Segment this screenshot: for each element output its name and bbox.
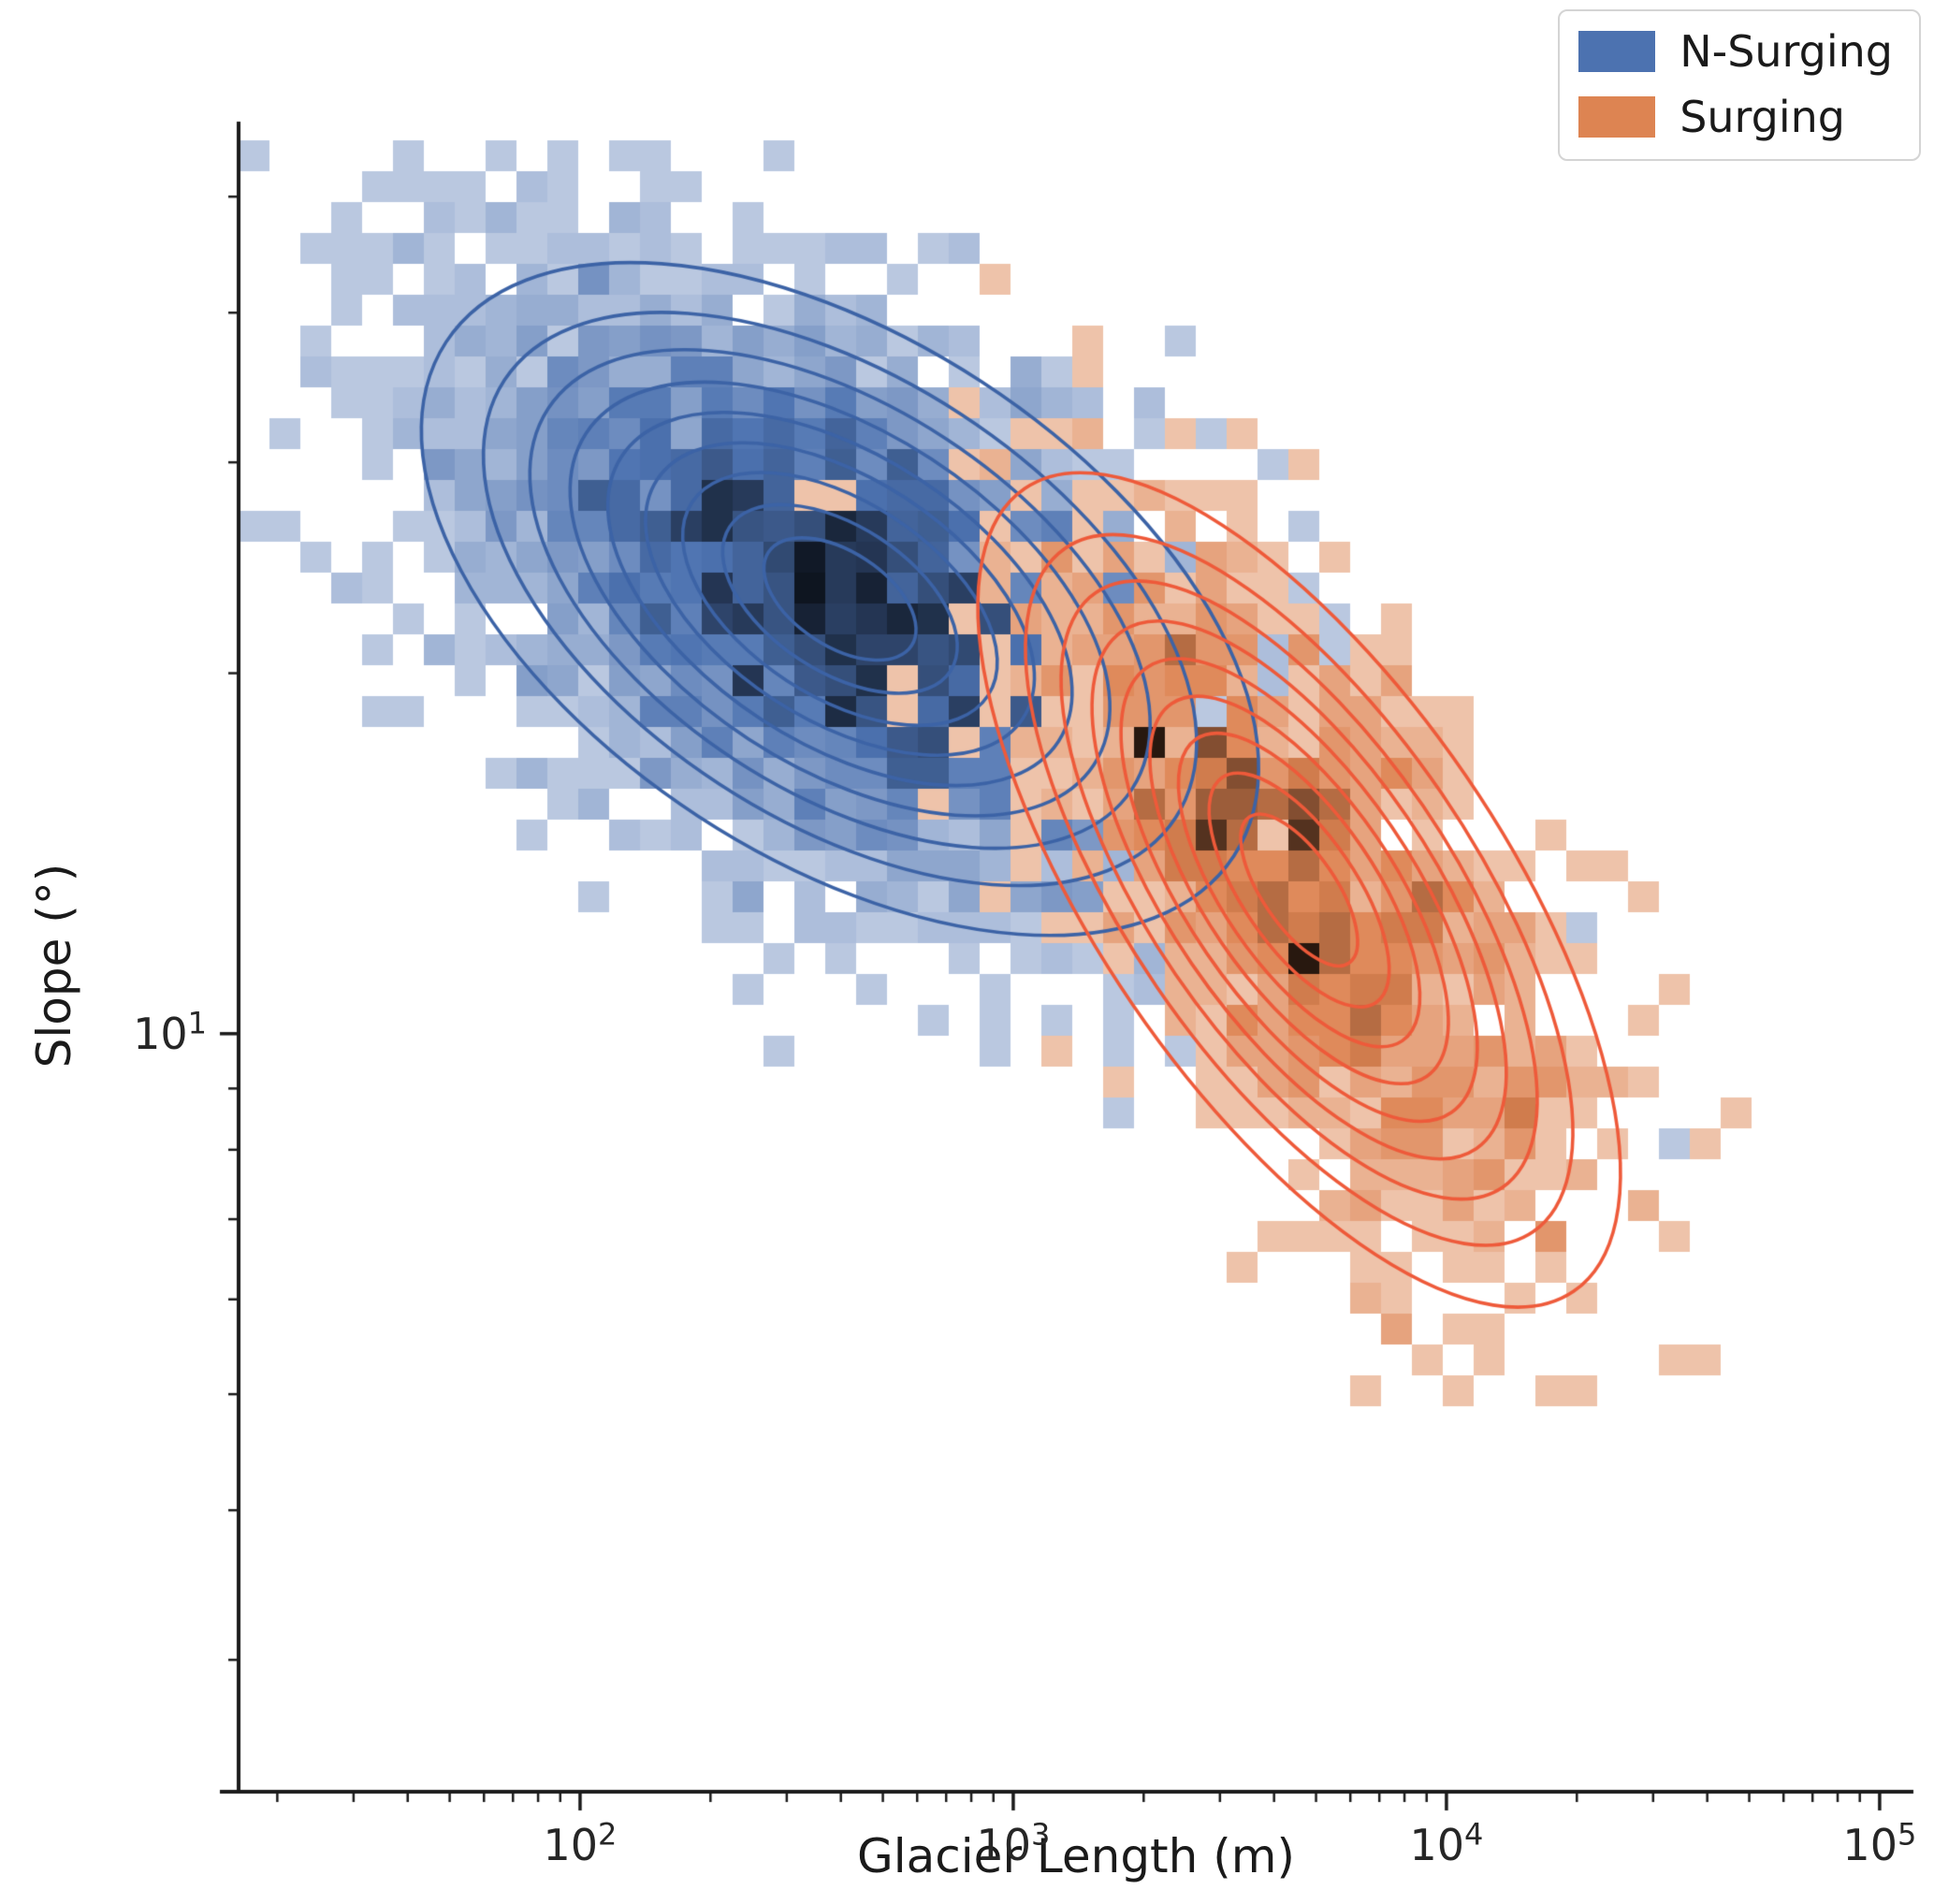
legend-entry-n-surging: N-Surging: [1578, 26, 1893, 77]
legend-label-surging: Surging: [1680, 92, 1845, 142]
legend: N-Surging Surging: [1558, 9, 1921, 161]
legend-entry-surging: Surging: [1578, 92, 1893, 142]
legend-label-n-surging: N-Surging: [1680, 26, 1893, 77]
legend-swatch-surging: [1578, 96, 1656, 138]
legend-swatch-n-surging: [1578, 31, 1656, 72]
